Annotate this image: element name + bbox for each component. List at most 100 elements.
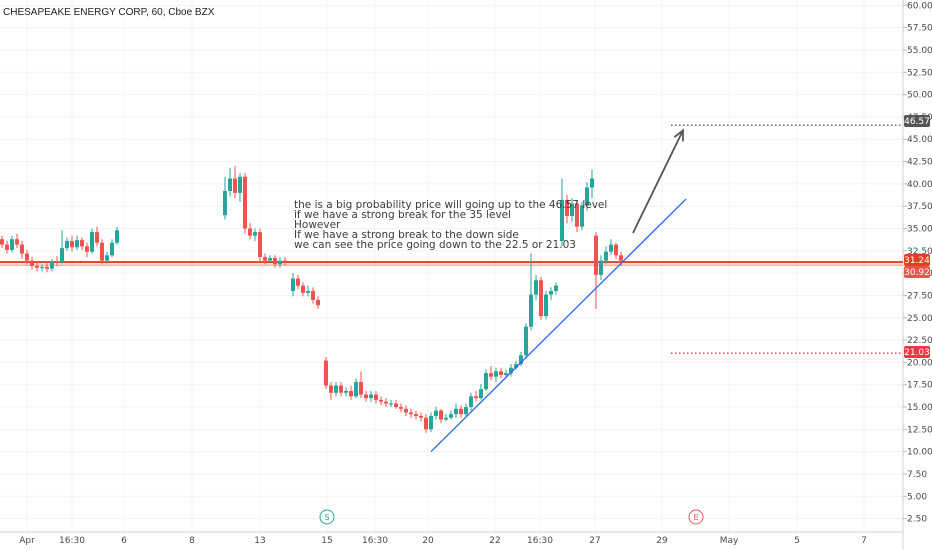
candle-up: [434, 410, 438, 416]
price-tag-label: 30.92: [904, 268, 930, 278]
candle-down: [374, 394, 378, 400]
price-tags: 46.57 31.24 30.92 21.03: [904, 115, 930, 358]
y-tick-label: 5.00: [907, 492, 927, 502]
price-tag-bg: [904, 266, 930, 278]
candle-up: [560, 199, 564, 242]
candle-down: [489, 373, 493, 377]
candle-down: [5, 244, 9, 250]
annotation-line[interactable]: the is a big probability price will goin…: [294, 199, 607, 211]
candle-up: [549, 290, 553, 295]
price-tag-bg: [904, 346, 930, 358]
candle-down: [283, 260, 287, 262]
y-tick-label: 35.00: [907, 225, 932, 235]
candle-up: [60, 248, 64, 263]
time-axis[interactable]: Apr 16:30 6 8 13 15 16:30 20 22 16:30 27 29 May 5 7: [19, 536, 867, 546]
candle-down: [248, 228, 252, 236]
y-tick-label: 12.50: [907, 425, 932, 435]
candle-up: [609, 244, 613, 252]
annotation-line[interactable]: if we have a strong break for the 35 lev…: [294, 209, 511, 221]
x-tick-label: 16:30: [59, 536, 85, 546]
y-tick-label: 15.00: [907, 403, 932, 413]
candle-down: [316, 299, 320, 306]
candle-up: [238, 176, 242, 193]
y-tick-label: 20.00: [907, 358, 932, 368]
annotation-line[interactable]: If we have a strong break to the down si…: [294, 229, 519, 241]
candle-down: [339, 385, 343, 393]
candle-down: [419, 415, 423, 418]
candle-down: [414, 414, 418, 416]
x-tick-label: 13: [254, 536, 265, 546]
horizontal-levels[interactable]: [0, 124, 903, 354]
candle-down: [263, 257, 267, 261]
candle-up: [75, 240, 79, 248]
y-tick-label: 57.50: [907, 24, 932, 34]
grid-lines: [0, 0, 903, 532]
y-tick-label: 55.00: [907, 46, 932, 56]
candle-up: [509, 367, 513, 374]
candle-down: [45, 266, 49, 269]
y-tick-label: 42.50: [907, 158, 932, 168]
x-tick-label: 20: [422, 536, 434, 546]
candle-down: [70, 241, 74, 248]
x-tick-label: 5: [794, 536, 800, 546]
candle-up: [449, 414, 453, 418]
candle-down: [15, 239, 19, 245]
event-badge-letter[interactable]: E: [693, 513, 698, 522]
x-tick-label: 29: [656, 536, 668, 546]
candle-down: [614, 244, 618, 256]
candle-up: [590, 178, 594, 188]
candle-down: [565, 199, 569, 217]
candle-down: [273, 257, 277, 265]
candle-up: [444, 417, 448, 420]
candle-up: [334, 385, 338, 393]
y-tick-label: 2.50: [907, 515, 927, 525]
y-tick-label: 27.50: [907, 291, 932, 301]
candle-up: [504, 373, 508, 375]
candle-down: [311, 290, 315, 300]
candle-up: [50, 261, 54, 269]
chart-title: CHESAPEAKE ENERGY CORP, 60, Cboe BZX: [3, 7, 215, 18]
y-tick-label: 40.00: [907, 180, 932, 190]
price-tag-bg: [904, 115, 930, 127]
candle-up: [40, 266, 44, 268]
candle-up: [514, 364, 518, 368]
y-tick-label: 22.50: [907, 336, 932, 346]
candle-up: [454, 408, 458, 415]
candle-up: [580, 205, 584, 227]
candle-down: [364, 394, 368, 399]
price-axis[interactable]: 2.50 5.00 7.50 10.00 12.50 15.00 17.50 20.00 22.…: [903, 1, 932, 525]
x-tick-label: 8: [189, 536, 195, 546]
annotation-line[interactable]: However: [294, 219, 341, 231]
candle-up: [529, 294, 533, 327]
candle-up: [278, 260, 282, 265]
candlestick-series: [0, 166, 623, 433]
candle-down: [349, 390, 353, 397]
event-badge-circle[interactable]: [319, 509, 335, 525]
y-tick-label: 32.50: [907, 247, 932, 257]
x-tick-label: 16:30: [362, 536, 388, 546]
candle-up: [604, 251, 608, 261]
arrow-head[interactable]: [673, 128, 684, 142]
candle-up: [494, 371, 498, 377]
event-badge-circle[interactable]: [688, 509, 704, 525]
annotation-line[interactable]: we can see the price going down to the 2…: [294, 239, 576, 251]
candle-up: [291, 278, 295, 291]
candle-up: [105, 255, 109, 261]
candle-up: [354, 382, 358, 397]
event-badge-letter[interactable]: S: [324, 513, 329, 522]
y-tick-label: 50.00: [907, 91, 932, 101]
arrow-line[interactable]: [632, 129, 684, 234]
y-tick-label: 10.00: [907, 448, 932, 458]
candle-down: [399, 407, 403, 409]
trendline[interactable]: [430, 198, 687, 453]
candle-down: [474, 396, 478, 399]
annotation-text[interactable]: the is a big probability price will goin…: [294, 199, 607, 251]
candle-down: [409, 412, 413, 415]
drawings[interactable]: [430, 128, 687, 453]
candle-down: [439, 410, 443, 420]
candle-down: [233, 178, 237, 193]
candle-down: [85, 246, 89, 252]
price-tag-bg: [904, 254, 930, 266]
